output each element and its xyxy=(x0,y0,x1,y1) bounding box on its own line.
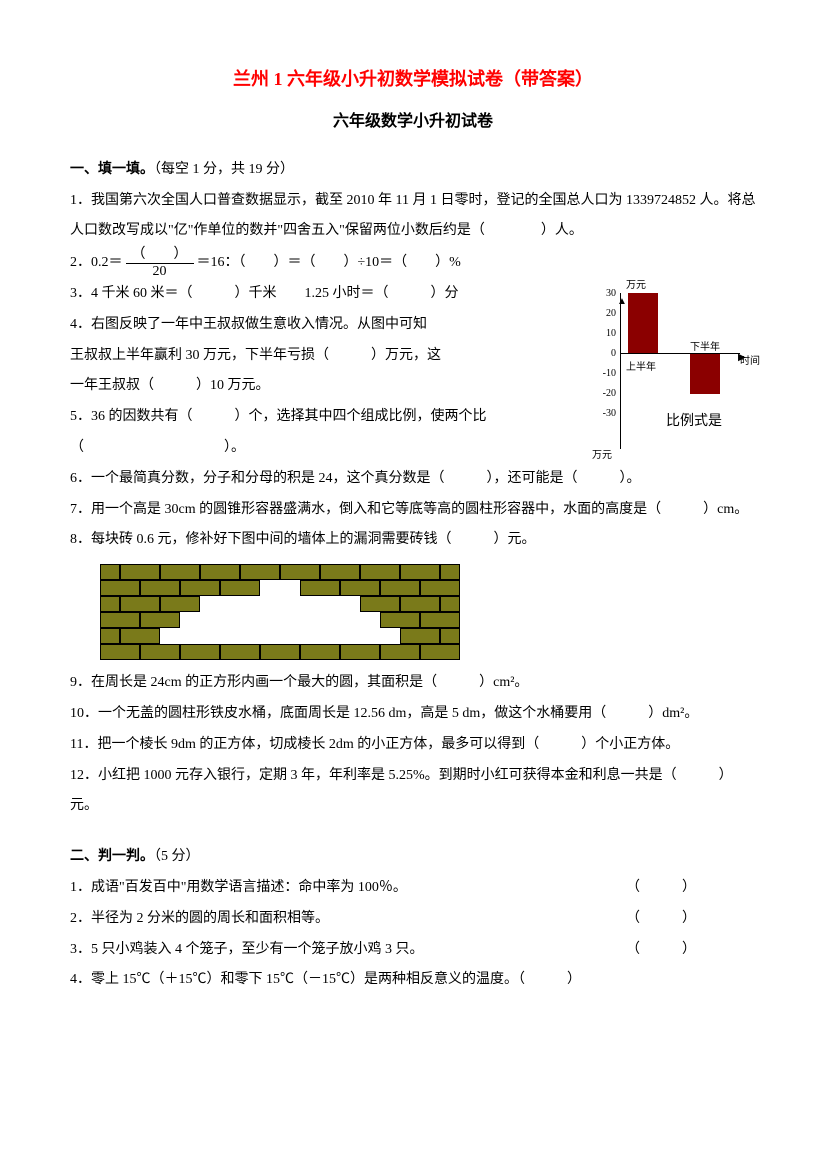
chart-x-unit: 时间 xyxy=(740,351,760,373)
judge-1-blank: （ ） xyxy=(626,873,696,904)
q2: 2．0.2＝（ ）20＝16：（ ）＝（ ）÷10＝（ ）% xyxy=(70,247,756,279)
chart-tick-10: 10 xyxy=(592,329,616,339)
judge-1: 1．成语"百发百中"用数学语言描述：命中率为 100％。 （ ） xyxy=(70,873,756,904)
section1-head-text: 一、填一填。 xyxy=(70,162,154,177)
q4a: 4．右图反映了一年中王叔叔做生意收入情况。从图中可知 xyxy=(70,310,556,341)
section2-points: （5 分） xyxy=(154,849,200,864)
chart-tick-n30: -30 xyxy=(592,409,616,419)
chart-label-first-half: 上半年 xyxy=(626,357,656,379)
chart-tick-0: 0 xyxy=(592,349,616,359)
q11: 11．把一个棱长 9dm 的正方体，切成棱长 2dm 的小正方体，最多可以得到（… xyxy=(70,730,756,761)
q4c: 一年王叔叔（ ）10 万元。 xyxy=(70,371,556,402)
brick-wall-diagram xyxy=(100,564,460,660)
judge-4-blank: （ ） xyxy=(518,972,581,987)
arrow-up-icon: ▲ xyxy=(617,291,627,313)
judge-2: 2．半径为 2 分米的圆的周长和面积相等。 （ ） xyxy=(70,904,756,935)
chart-bar-first-half xyxy=(628,293,658,353)
q4b: 王叔叔上半年赢利 30 万元，下半年亏损（ ）万元，这 xyxy=(70,341,556,372)
q6: 6．一个最简真分数，分子和分母的积是 24，这个真分数是（ ），还可能是（ ）。 xyxy=(70,464,756,495)
judge-3-text: 3．5 只小鸡装入 4 个笼子，至少有一个笼子放小鸡 3 只。 xyxy=(70,942,424,957)
title-sub: 六年级数学小升初试卷 xyxy=(70,104,756,139)
q2-numerator: （ ） xyxy=(126,247,194,263)
judge-4: 4．零上 15℃（＋15℃）和零下 15℃（－15℃）是两种相反意义的温度。（ … xyxy=(70,965,756,996)
q2-pre: 2．0.2＝ xyxy=(70,255,123,270)
q5: 5．36 的因数共有（ ）个，选择其中四个组成比例，使两个比 xyxy=(70,402,556,433)
judge-2-blank: （ ） xyxy=(626,904,696,935)
chart-tick-20: 20 xyxy=(592,309,616,319)
section2-head-text: 二、判一判。 xyxy=(70,849,154,864)
judge-3-blank: （ ） xyxy=(626,935,696,966)
title-main: 兰州 1 六年级小升初数学模拟试卷（带答案） xyxy=(70,60,756,100)
q2-post: ＝16：（ ）＝（ ）÷10＝（ ）% xyxy=(197,255,461,270)
q3: 3．4 千米 60 米＝（ ）千米 1.25 小时＝（ ）分 xyxy=(70,279,556,310)
judge-1-text: 1．成语"百发百中"用数学语言描述：命中率为 100％。 xyxy=(70,880,407,895)
chart-tick-n10: -10 xyxy=(592,369,616,379)
chart-label-second-half: 下半年 xyxy=(690,337,720,359)
q5c: （ ）。 xyxy=(70,433,756,464)
section1-head: 一、填一填。（每空 1 分，共 19 分） xyxy=(70,155,756,186)
chart-bar-second-half xyxy=(690,354,720,394)
chart-tick-30: 30 xyxy=(592,289,616,299)
judge-3: 3．5 只小鸡装入 4 个笼子，至少有一个笼子放小鸡 3 只。 （ ） xyxy=(70,935,756,966)
q1: 1．我国第六次全国人口普查数据显示，截至 2010 年 11 月 1 日零时，登… xyxy=(70,186,756,248)
judge-4-text: 4．零上 15℃（＋15℃）和零下 15℃（－15℃）是两种相反意义的温度。 xyxy=(70,972,518,987)
chart-tick-n20: -20 xyxy=(592,389,616,399)
q2-fraction: （ ）20 xyxy=(126,247,194,279)
q7: 7．用一个高是 30cm 的圆锥形容器盛满水，倒入和它等底等高的圆柱形容器中，水… xyxy=(70,495,756,526)
q5a: 5．36 的因数共有（ ）个，选择其中四个组成比例，使两个比 xyxy=(70,409,487,424)
q10: 10．一个无盖的圆柱形铁皮水桶，底面周长是 12.56 dm，高是 5 dm，做… xyxy=(70,699,756,730)
chart-axis-h xyxy=(620,353,740,354)
chart-axis-v xyxy=(620,293,621,449)
q2-denominator: 20 xyxy=(126,264,194,279)
q12: 12．小红把 1000 元存入银行，定期 3 年，年利率是 5.25%。到期时小… xyxy=(70,761,756,823)
q9: 9．在周长是 24cm 的正方形内画一个最大的圆，其面积是（ ）cm²。 xyxy=(70,668,756,699)
judge-2-text: 2．半径为 2 分米的圆的周长和面积相等。 xyxy=(70,911,329,926)
section2-head: 二、判一判。（5 分） xyxy=(70,842,756,873)
q8: 8．每块砖 0.6 元，修补好下图中间的墙体上的漏洞需要砖钱（ ）元。 xyxy=(70,525,756,556)
section1-points: （每空 1 分，共 19 分） xyxy=(154,162,294,177)
